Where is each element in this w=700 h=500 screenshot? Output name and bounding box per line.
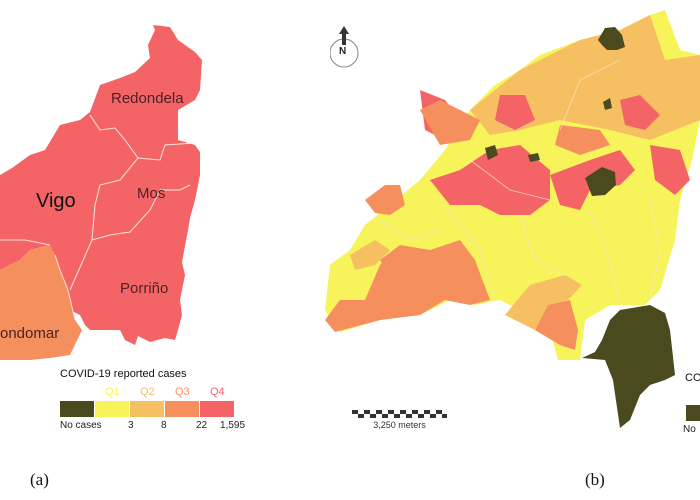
- scale-bar-label: 3,250 meters: [373, 420, 426, 430]
- municipality-choropleth: [0, 25, 202, 360]
- legend-q1-label: Q1: [105, 386, 120, 398]
- legend-swatch-q1: [95, 401, 129, 417]
- region-no-cases-central: [585, 167, 616, 196]
- region-q4-urban-6: [620, 95, 660, 130]
- region-no-cases-north: [598, 27, 625, 50]
- north-arrow: N: [330, 25, 370, 70]
- panel-b-census-tract-map: N 3,250 meters CO No: [320, 0, 700, 440]
- region-q4-urban-5: [495, 95, 535, 130]
- legend-swatch-q2: [130, 401, 164, 417]
- scale-bar-checker: [352, 410, 447, 418]
- caption-b: (b): [585, 470, 605, 489]
- region-q3-urban-3: [555, 125, 610, 155]
- region-q4-urban-3: [650, 145, 690, 195]
- label-mos: Mos: [137, 185, 166, 202]
- legend-covid-cases: COVID-19 reported cases Q1 Q2 Q3 Q4 No c…: [60, 368, 310, 438]
- panel-a-municipality-map: Redondela Vigo Mos Porriño ondomar COVID…: [0, 0, 320, 440]
- region-no-cases-small-2: [528, 153, 540, 162]
- region-q3-urban-4: [380, 245, 420, 268]
- legend-tick-1595: 1,595: [220, 420, 246, 431]
- legend-tick-3: 3: [128, 420, 134, 431]
- legend-tick-no-cases: No cases: [60, 420, 102, 431]
- legend-q3-label: Q3: [175, 386, 190, 398]
- region-no-cases-small-1: [485, 145, 498, 160]
- caption-a: (a): [30, 470, 49, 489]
- legend-q4-label: Q4: [210, 386, 225, 398]
- region-q3-southwest: [325, 240, 490, 332]
- region-q2-south: [505, 275, 582, 330]
- legend-swatch-q4: [200, 401, 234, 417]
- legend-tick-8: 8: [161, 420, 167, 431]
- region-no-cases-south: [582, 305, 675, 428]
- legend-swatch-q3: [165, 401, 199, 417]
- legend-title: COVID-19 reported cases: [60, 368, 187, 380]
- census-tract-choropleth: [325, 10, 700, 428]
- label-redondela: Redondela: [111, 90, 184, 107]
- region-q3-urban-1: [365, 185, 405, 215]
- region-no-cases-small-3: [603, 98, 612, 110]
- legend-swatch-no-cases: [60, 401, 94, 417]
- region-q2-west: [350, 240, 390, 270]
- municipality-borders: [0, 114, 196, 321]
- north-arrow-icon: [330, 26, 359, 68]
- region-q4-urban-1: [430, 145, 550, 215]
- legend-q2-label: Q2: [140, 386, 155, 398]
- tract-borders: [379, 59, 661, 306]
- region-q3-south: [535, 300, 578, 350]
- label-porrino: Porriño: [120, 280, 169, 297]
- legend-b-tick-partial: No: [683, 424, 696, 435]
- label-gondomar: ondomar: [0, 325, 60, 342]
- legend-b-title-partial: CO: [685, 372, 700, 384]
- legend-tick-22: 22: [196, 420, 208, 431]
- north-label: N: [339, 46, 347, 57]
- label-vigo: Vigo: [36, 190, 76, 212]
- scale-bar: 3,250 meters: [352, 410, 452, 430]
- legend-b-swatch-no-cases: [686, 405, 700, 421]
- region-q3-urban-2: [420, 100, 480, 145]
